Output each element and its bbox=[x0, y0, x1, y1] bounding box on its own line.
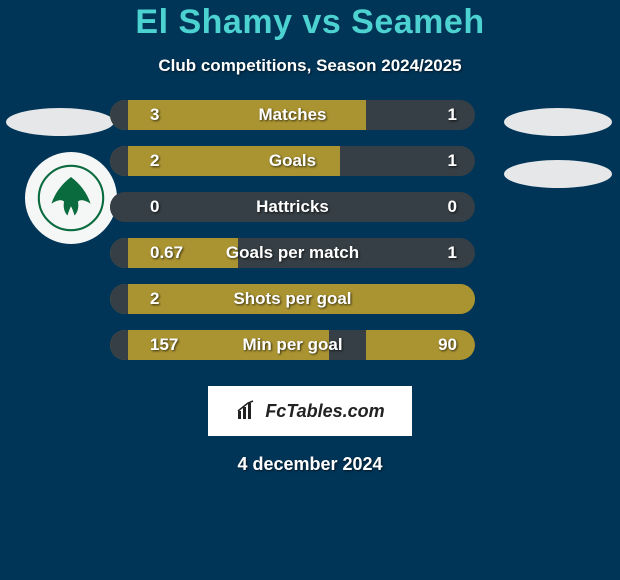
stat-label: Goals bbox=[110, 146, 475, 176]
chart-icon bbox=[235, 399, 259, 423]
stat-row: Hattricks0 0 bbox=[110, 192, 475, 222]
stat-value-right: 1 bbox=[448, 146, 457, 176]
stat-label: Hattricks bbox=[110, 192, 475, 222]
stat-value-left: 0 bbox=[150, 192, 159, 222]
stat-row: Shots per goal2 bbox=[110, 284, 475, 314]
stat-value-left: 2 bbox=[150, 146, 159, 176]
stat-value-left: 2 bbox=[150, 284, 159, 314]
stat-value-right: 0 bbox=[448, 192, 457, 222]
brand-badge[interactable]: FcTables.com bbox=[208, 386, 412, 436]
stat-bars: Matches31Goals21Hattricks00Goals per mat… bbox=[110, 100, 475, 360]
stat-value-left: 0.67 bbox=[150, 238, 183, 268]
main-area: Matches31Goals21Hattricks00Goals per mat… bbox=[0, 100, 620, 370]
stat-value-right: 1 bbox=[448, 100, 457, 130]
eagle-icon bbox=[36, 163, 106, 233]
player-right-placeholder-2 bbox=[504, 160, 612, 188]
date-text: 4 december 2024 bbox=[0, 454, 620, 475]
stat-row: Goals2 1 bbox=[110, 146, 475, 176]
stat-value-right: 90 bbox=[438, 330, 457, 360]
stat-row: Goals per match0.671 bbox=[110, 238, 475, 268]
subtitle: Club competitions, Season 2024/2025 bbox=[0, 56, 620, 76]
stat-row: Matches3 1 bbox=[110, 100, 475, 130]
stat-value-left: 3 bbox=[150, 100, 159, 130]
player-right-placeholder-1 bbox=[504, 108, 612, 136]
comparison-card: El Shamy vs Seameh Club competitions, Se… bbox=[0, 0, 620, 475]
brand-text: FcTables.com bbox=[265, 401, 384, 422]
page-title: El Shamy vs Seameh bbox=[0, 3, 620, 42]
stat-label: Shots per goal bbox=[110, 284, 475, 314]
stat-value-left: 157 bbox=[150, 330, 178, 360]
stat-label: Matches bbox=[110, 100, 475, 130]
stat-value-right: 1 bbox=[448, 238, 457, 268]
stat-row: Min per goal15790 bbox=[110, 330, 475, 360]
player-left-placeholder bbox=[6, 108, 114, 136]
club-logo-left bbox=[25, 152, 117, 244]
